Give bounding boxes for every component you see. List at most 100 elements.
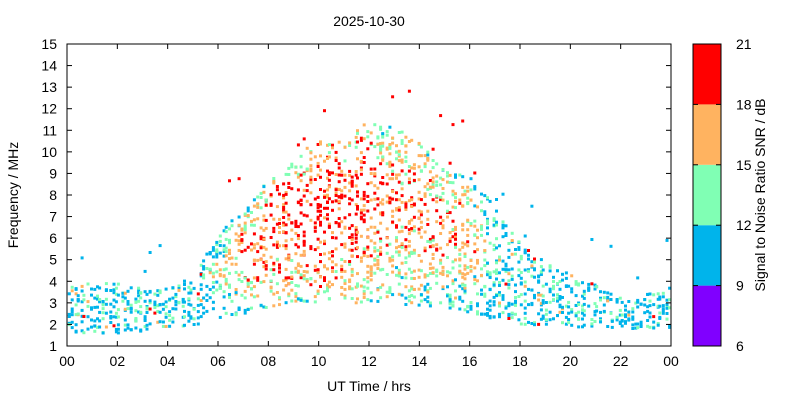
snr-point bbox=[252, 276, 256, 280]
snr-point bbox=[391, 293, 395, 297]
snr-point bbox=[366, 276, 370, 280]
snr-point bbox=[234, 238, 238, 242]
snr-point bbox=[129, 286, 133, 290]
snr-point bbox=[156, 320, 160, 324]
snr-point bbox=[171, 307, 175, 311]
snr-point bbox=[139, 310, 143, 314]
snr-point bbox=[454, 258, 457, 262]
snr-point bbox=[510, 277, 514, 281]
snr-point bbox=[287, 258, 291, 262]
snr-point bbox=[412, 172, 416, 176]
snr-point bbox=[123, 291, 127, 295]
snr-point bbox=[498, 312, 501, 316]
snr-point bbox=[426, 290, 430, 294]
snr-point bbox=[331, 250, 334, 254]
snr-point bbox=[319, 142, 322, 146]
snr-point bbox=[323, 279, 326, 282]
snr-point bbox=[148, 307, 152, 311]
snr-point bbox=[454, 237, 457, 241]
snr-point bbox=[359, 172, 363, 176]
snr-point bbox=[359, 208, 363, 212]
snr-point bbox=[461, 245, 465, 249]
snr-point bbox=[86, 327, 90, 331]
snr-point bbox=[661, 295, 665, 299]
snr-point bbox=[620, 300, 624, 304]
snr-point bbox=[574, 294, 578, 298]
snr-point bbox=[581, 294, 584, 298]
snr-point bbox=[156, 289, 160, 293]
snr-point bbox=[376, 258, 380, 262]
snr-point bbox=[148, 301, 152, 305]
snr-point bbox=[533, 267, 536, 271]
snr-point bbox=[439, 232, 443, 235]
snr-point bbox=[224, 225, 228, 229]
snr-point bbox=[404, 205, 408, 209]
snr-point bbox=[590, 318, 594, 321]
snr-point bbox=[259, 196, 263, 199]
snr-point bbox=[624, 321, 627, 325]
snr-point bbox=[156, 304, 160, 308]
snr-point bbox=[296, 284, 300, 288]
snr-point bbox=[610, 325, 614, 329]
snr-point bbox=[544, 282, 548, 286]
snr-point bbox=[492, 217, 496, 221]
snr-point bbox=[388, 286, 392, 290]
snr-point bbox=[395, 173, 398, 177]
snr-point bbox=[269, 279, 273, 283]
snr-point bbox=[451, 181, 455, 185]
snr-point bbox=[419, 293, 423, 297]
snr-point bbox=[369, 225, 373, 229]
snr-point bbox=[189, 288, 193, 292]
snr-point bbox=[70, 298, 74, 302]
snr-point bbox=[582, 309, 586, 313]
snr-point bbox=[530, 322, 534, 325]
snr-point bbox=[282, 206, 286, 209]
snr-point bbox=[323, 189, 326, 193]
snr-point bbox=[262, 260, 266, 264]
snr-point bbox=[246, 284, 250, 288]
snr-point bbox=[86, 315, 90, 319]
snr-point bbox=[541, 316, 545, 320]
snr-point bbox=[476, 205, 479, 209]
snr-point bbox=[428, 240, 432, 244]
snr-point bbox=[189, 303, 193, 307]
snr-point bbox=[275, 240, 279, 244]
snr-point bbox=[158, 291, 162, 295]
snr-point bbox=[564, 271, 568, 275]
snr-point bbox=[362, 296, 366, 299]
snr-point bbox=[348, 248, 352, 252]
snr-point bbox=[423, 285, 427, 289]
snr-point bbox=[473, 185, 477, 189]
snr-point bbox=[326, 143, 329, 147]
snr-point bbox=[448, 237, 452, 241]
snr-point bbox=[391, 209, 395, 213]
snr-point bbox=[407, 220, 411, 223]
snr-point bbox=[282, 182, 286, 186]
snr-point bbox=[362, 197, 366, 201]
snr-point bbox=[381, 181, 385, 185]
snr-point bbox=[284, 278, 288, 282]
snr-point bbox=[412, 215, 416, 219]
snr-point bbox=[290, 221, 294, 225]
snr-point bbox=[441, 273, 445, 276]
snr-point bbox=[469, 301, 473, 304]
snr-point bbox=[326, 176, 329, 180]
y-tick-label: 1 bbox=[49, 338, 57, 354]
snr-point bbox=[431, 147, 435, 151]
snr-point bbox=[419, 235, 423, 239]
snr-point bbox=[480, 192, 483, 196]
snr-point bbox=[504, 264, 508, 268]
snr-point bbox=[256, 250, 260, 254]
snr-point bbox=[476, 279, 479, 283]
snr-point bbox=[246, 214, 250, 217]
snr-point bbox=[164, 325, 168, 328]
snr-point bbox=[228, 241, 231, 245]
snr-point bbox=[208, 271, 212, 275]
snr-point bbox=[561, 321, 564, 325]
snr-point bbox=[581, 281, 584, 285]
snr-point bbox=[331, 270, 334, 273]
snr-point bbox=[404, 172, 408, 176]
snr-point bbox=[134, 317, 138, 320]
snr-point bbox=[294, 171, 298, 175]
snr-point bbox=[404, 248, 408, 252]
